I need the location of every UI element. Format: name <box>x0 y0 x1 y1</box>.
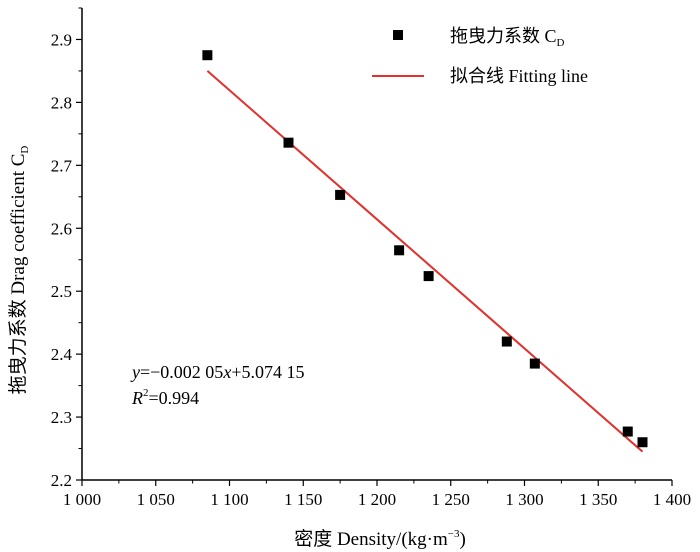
equation-end: +5.074 15 <box>231 362 304 382</box>
fitting-line <box>206 70 644 453</box>
x-tick-label: 1 000 <box>63 490 101 509</box>
legend: 拖曳力系数 CD 拟合线 Fitting line <box>372 26 588 86</box>
equation-mid: =−0.002 05 <box>140 362 223 382</box>
data-point <box>394 245 405 256</box>
legend-scatter-marker <box>393 30 403 40</box>
y-tick-label: 2.3 <box>51 408 72 427</box>
x-tick-label: 1 200 <box>358 490 396 509</box>
x-axis-title: 密度 Density/(kg·m−3) <box>294 528 466 550</box>
data-point <box>202 50 213 61</box>
x-tick-label: 1 300 <box>505 490 543 509</box>
legend-scatter-label-main: 拖曳力系数 C <box>450 26 557 46</box>
x-axis-title-main: 密度 Density/(kg·m <box>294 528 448 550</box>
x-tick-label: 1 400 <box>653 490 691 509</box>
x-axis-title-end: ) <box>459 529 465 550</box>
y-axis-title: 拖曳力系数 Drag coefficient CD <box>7 146 31 395</box>
fit-equation-annotation: y=−0.002 05x+5.074 15 R2=0.994 <box>130 362 304 408</box>
y-tick-label: 2.5 <box>51 282 72 301</box>
y-axis-title-main: 拖曳力系数 Drag coefficient C <box>7 154 29 395</box>
data-point <box>283 137 294 148</box>
y-tick-label: 2.4 <box>51 345 73 364</box>
fitting-line-series <box>206 70 644 453</box>
y-tick-label: 2.2 <box>51 471 72 490</box>
x-tick-label: 1 250 <box>432 490 470 509</box>
y-tick-label: 2.8 <box>51 93 72 112</box>
legend-scatter-label-sub: D <box>557 37 565 49</box>
r-squared-r: R <box>131 388 143 408</box>
y-tick-label: 2.9 <box>51 30 72 49</box>
data-point <box>423 271 434 282</box>
x-axis-title-exp: −3 <box>448 528 460 540</box>
data-point <box>637 437 648 448</box>
data-point <box>335 189 346 200</box>
data-point <box>501 336 512 347</box>
data-point <box>622 426 633 437</box>
equation-text: y=−0.002 05x+5.074 15 <box>130 362 304 382</box>
r-squared-exp: 2 <box>143 387 149 399</box>
legend-scatter-label: 拖曳力系数 CD <box>450 26 565 49</box>
x-tick-label: 1 100 <box>210 490 248 509</box>
r-squared-val: =0.994 <box>149 388 200 408</box>
equation-x: x <box>222 362 231 382</box>
scatter-series <box>202 50 648 448</box>
y-axis-title-sub: D <box>19 146 31 154</box>
r-squared-text: R2=0.994 <box>131 387 199 408</box>
data-point <box>529 358 540 369</box>
legend-line-label: 拟合线 Fitting line <box>450 66 588 86</box>
x-tick-label: 1 050 <box>137 490 175 509</box>
x-tick-label: 1 150 <box>284 490 322 509</box>
x-tick-label: 1 350 <box>579 490 617 509</box>
equation-y: y <box>130 362 140 382</box>
y-tick-label: 2.7 <box>51 156 73 175</box>
y-tick-label: 2.6 <box>51 219 72 238</box>
ticks: 1 000 1 050 1 100 1 150 1 200 1 250 1 300 1 350… <box>51 7 691 509</box>
